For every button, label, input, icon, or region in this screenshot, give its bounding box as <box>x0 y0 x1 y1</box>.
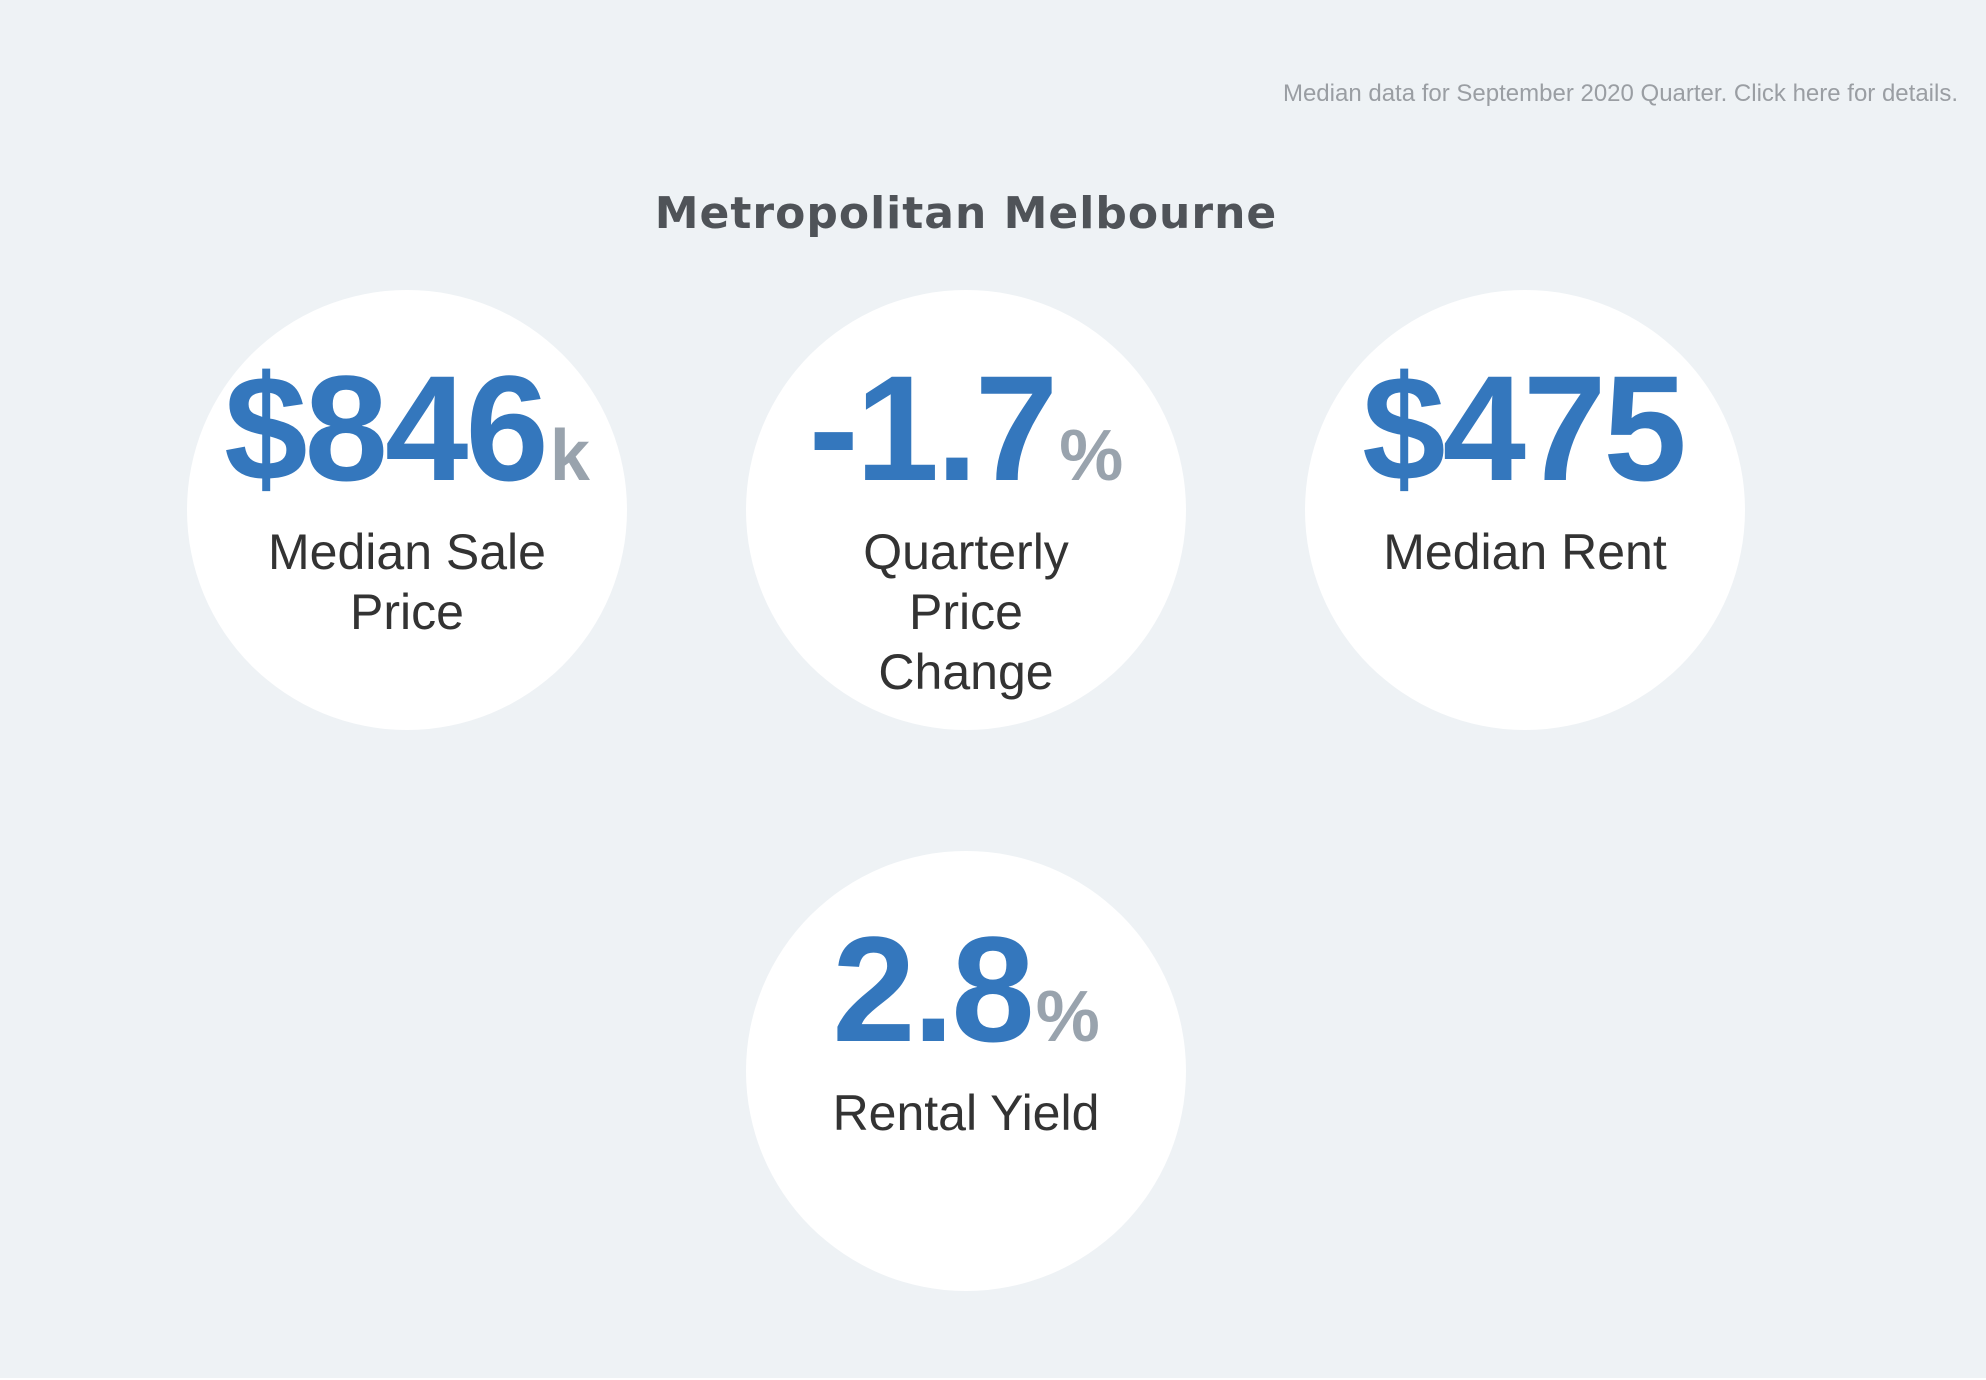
quarterly-price-change-value: -1.7% <box>746 353 1186 503</box>
rental-yield-value: 2.8% <box>746 914 1186 1064</box>
quarterly-price-change-card: -1.7% Quarterly Price Change <box>746 290 1186 730</box>
quarterly-price-change-unit: % <box>1059 416 1124 496</box>
region-title: Metropolitan Melbourne <box>654 188 1278 239</box>
median-sale-price-value: $846k <box>187 353 627 503</box>
median-sale-price-number: $846 <box>224 344 549 512</box>
median-rent-number: $475 <box>1362 344 1687 512</box>
rental-yield-label: Rental Yield <box>832 1085 1100 1141</box>
median-sale-price-card: $846k Median Sale Price <box>187 290 627 730</box>
median-sale-price-unit: k <box>549 416 590 496</box>
rental-yield-number: 2.8 <box>832 905 1035 1073</box>
quarter-details-link[interactable]: Median data for September 2020 Quarter. … <box>1282 80 1958 107</box>
median-rent-value: $475 <box>1305 353 1745 503</box>
median-rent-label: Median Rent <box>1383 524 1667 580</box>
quarterly-price-change-label: Quarterly Price Change <box>863 524 1069 700</box>
rental-yield-card: 2.8% Rental Yield <box>746 851 1186 1291</box>
median-sale-price-label: Median Sale Price <box>268 524 546 640</box>
quarterly-price-change-number: -1.7 <box>808 344 1058 512</box>
rental-yield-unit: % <box>1035 977 1100 1057</box>
median-rent-card: $475 Median Rent <box>1305 290 1745 730</box>
